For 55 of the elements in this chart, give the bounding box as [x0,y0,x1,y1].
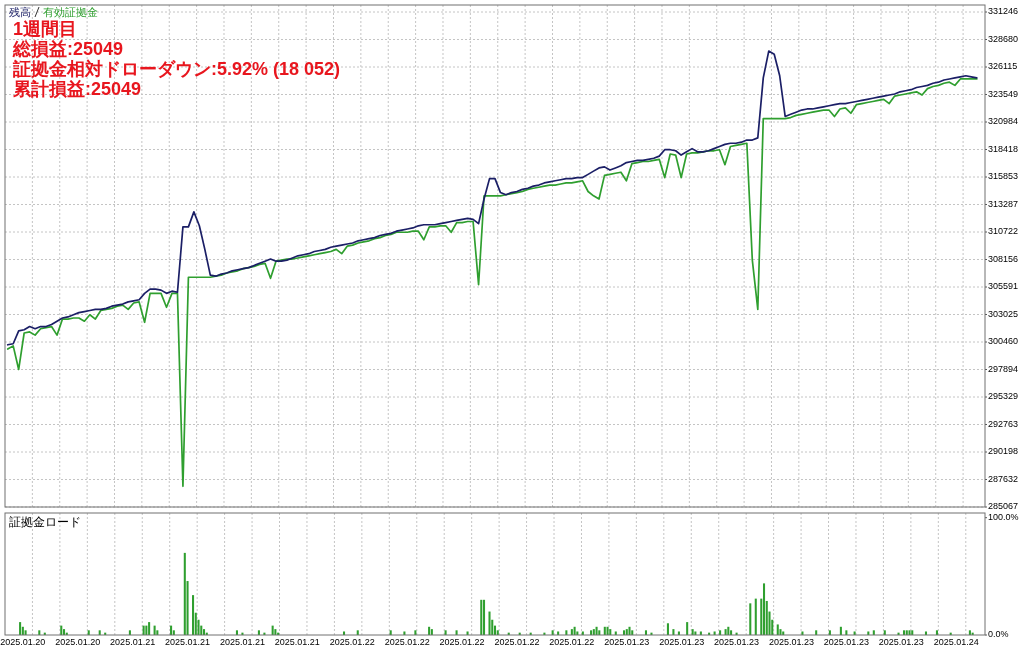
bar [666,623,669,635]
annotation: 総損益:25049 [12,39,124,59]
y-tick-label: 287632 [988,473,1019,484]
bar [192,595,195,635]
bar [749,603,752,635]
x-tick-label: 2025.01.21 [219,637,265,648]
x-tick-label: 2025.01.24 [933,637,979,648]
bar [480,599,483,635]
y-tick-label: 297894 [988,363,1019,374]
y-tick-label: 305591 [988,281,1019,292]
x-tick-label: 2025.01.21 [165,637,211,648]
x-tick-label: 2025.01.23 [823,637,869,648]
annotation: 累計損益:25049 [12,79,142,99]
x-tick-label: 2025.01.23 [714,637,760,648]
y-tick-label: 326115 [988,61,1018,72]
y-tick-label: 315853 [988,171,1019,182]
y-tick-label: 313287 [988,198,1019,209]
chart-title: 証拠金ロード [9,515,81,529]
annotation: 証拠金相対ドローダウン:5.92% (18 052) [12,59,341,79]
x-tick-label: 2025.01.22 [494,637,540,648]
x-tick-label: 2025.01.20 [0,637,46,648]
x-tick-label: 2025.01.22 [549,637,595,648]
y-tick-label: 323549 [988,88,1019,99]
bar [183,552,186,635]
y-tick-label: 331246 [988,6,1019,17]
y-tick-label: 295329 [988,391,1019,402]
y-tick-label: 320984 [988,116,1019,127]
y-tick-label: 292763 [988,418,1019,429]
y-tick-label: 328680 [988,33,1019,44]
bar [754,598,757,635]
x-tick-label: 2025.01.22 [329,637,375,648]
x-tick-label: 2025.01.20 [55,637,101,648]
y-tick-label: 303025 [988,308,1019,319]
text: 1週間目 [13,19,78,39]
x-tick-label: 2025.01.22 [384,637,430,648]
x-tick-label: 2025.01.21 [274,637,320,648]
x-tick-label: 2025.01.23 [768,637,814,648]
y-tick-label: 0.0% [988,629,1009,640]
x-tick-label: 2025.01.21 [110,637,156,648]
bar [776,624,779,635]
x-tick-label: 2025.01.23 [659,637,705,648]
y-tick-label: 308156 [988,253,1019,264]
x-tick-label: 2025.01.22 [439,637,485,648]
legend: 残高 有効証拠金 [9,6,98,18]
y-tick-label: 100.0% [988,512,1019,523]
bar [762,583,766,635]
x-tick-label: 2025.01.23 [604,637,650,648]
bar [488,611,491,635]
bar [482,599,486,635]
y-tick-label: 318418 [988,143,1019,154]
y-tick-label: 290198 [988,446,1019,457]
y-tick-label: 285067 [988,501,1019,512]
y-tick-label: 310722 [988,226,1019,237]
x-tick-label: 2025.01.23 [878,637,924,648]
y-tick-label: 300460 [988,336,1019,347]
